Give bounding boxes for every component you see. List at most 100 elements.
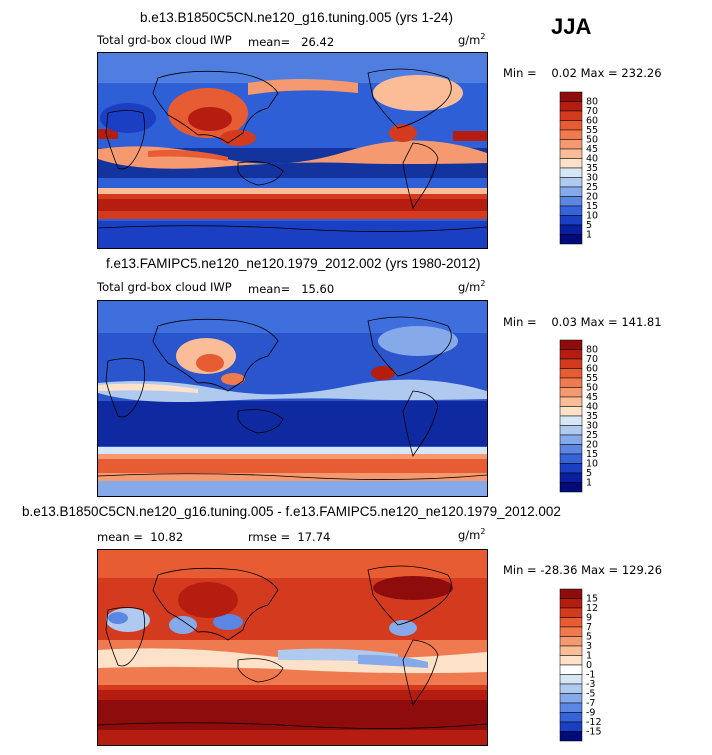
colorbar-tick-label: 1 (586, 230, 592, 241)
colorbar-swatch (559, 349, 583, 360)
panel3-units-exp: 2 (480, 527, 486, 536)
panel1-max-label: Max = (580, 66, 618, 80)
colorbar-tick-label: 1 (586, 651, 592, 662)
colorbar-tick-label: 80 (586, 97, 598, 108)
colorbar-tick-label: 0 (586, 660, 592, 671)
panel2-minmax: Min = 0.03 Max = 141.81 (503, 315, 662, 329)
panel3-mean-value: 10.82 (150, 530, 184, 544)
panel3-minmax: Min = -28.36 Max = 129.26 (503, 563, 662, 577)
colorbar-tick-label: 55 (586, 373, 598, 384)
colorbar-swatch (559, 645, 583, 656)
panel2-mean-value: 15.60 (301, 282, 335, 296)
colorbar-tick-label: 60 (586, 364, 598, 375)
colorbar-tick-label: 70 (586, 106, 598, 117)
panel3-map (97, 549, 488, 746)
panel1-mean-value: 26.42 (301, 35, 335, 49)
colorbar-tick-label: 5 (586, 468, 592, 479)
colorbar-tick-label: 15 (586, 594, 598, 605)
colorbar-swatch (559, 453, 583, 464)
panel2-units-base: g/m (458, 279, 481, 294)
panel1-min-value: 0.02 (551, 66, 577, 80)
panel1-units: g/m2 (458, 32, 485, 47)
panel1-units-base: g/m (458, 32, 481, 47)
colorbar-swatch (559, 712, 583, 723)
panel3-max-value: 129.26 (621, 563, 663, 577)
panel3-rmse: rmse = 17.74 (248, 530, 330, 544)
colorbar-swatch (559, 434, 583, 445)
panel2-mean-label: mean= (248, 282, 291, 296)
colorbar-swatch (559, 139, 583, 150)
colorbar-tick-label: -15 (586, 727, 602, 738)
colorbar-swatch (559, 196, 583, 207)
colorbar-tick-label: -3 (586, 679, 595, 690)
colorbar-tick-label: 20 (586, 440, 598, 451)
colorbar-swatch (559, 110, 583, 121)
colorbar-swatch (559, 472, 583, 483)
panel1-map (97, 52, 488, 249)
colorbar-tick-label: 1 (586, 478, 592, 489)
colorbar-tick-label: 12 (586, 603, 598, 614)
colorbar-swatch (559, 636, 583, 647)
panel1-title: b.e13.B1850C5CN.ne120_g16.tuning.005 (yr… (140, 10, 453, 25)
panel2-colorbar: 80 70 60 55 50 45 40 35 30 25 20 15 10 5 1 (559, 339, 620, 493)
panel3-rmse-value: 17.74 (297, 530, 331, 544)
colorbar-swatch (559, 377, 583, 388)
panel1-max-value: 232.26 (621, 66, 662, 80)
colorbar-tick-label: 20 (586, 192, 598, 203)
colorbar-swatch (559, 626, 583, 637)
colorbar-tick-label: 70 (586, 354, 598, 365)
colorbar-tick-label: 50 (586, 135, 598, 146)
panel1-colorbar: 80 70 60 55 50 45 40 35 30 25 20 15 10 5 1 (559, 91, 620, 245)
colorbar-swatch (559, 617, 583, 628)
colorbar-tick-label: 45 (586, 392, 598, 403)
panel3-units: g/m2 (458, 527, 485, 542)
colorbar-tick-label: 35 (586, 411, 598, 422)
panel2-variable: Total grd-box cloud IWP (97, 280, 232, 294)
panel2-max-value: 141.81 (621, 315, 662, 329)
colorbar-tick-label: 40 (586, 402, 598, 413)
colorbar-tick-label: 25 (586, 182, 598, 193)
panel2-max-label: Max = (580, 315, 618, 329)
colorbar-swatch (559, 482, 583, 493)
colorbar-swatch (559, 598, 583, 609)
colorbar-tick-label: 60 (586, 116, 598, 127)
colorbar-swatch (559, 406, 583, 417)
colorbar-tick-label: 10 (586, 211, 598, 222)
colorbar-swatch (559, 396, 583, 407)
colorbar-swatch (559, 167, 583, 178)
panel2-units-exp: 2 (480, 279, 486, 288)
panel1-mean-label: mean= (248, 35, 291, 49)
colorbar-swatch (559, 664, 583, 675)
colorbar-swatch (559, 177, 583, 188)
colorbar-tick-label: -1 (586, 670, 595, 681)
colorbar-tick-label: 7 (586, 622, 592, 633)
panel3-min-label: Min = (503, 563, 537, 577)
colorbar-swatch (559, 655, 583, 666)
colorbar-tick-label: 25 (586, 430, 598, 441)
colorbar-swatch (559, 368, 583, 379)
colorbar-tick-label: 30 (586, 173, 598, 184)
colorbar-tick-label: 15 (586, 449, 598, 460)
colorbar-tick-label: 10 (586, 459, 598, 470)
colorbar-swatch (559, 215, 583, 226)
colorbar-swatch (559, 674, 583, 685)
colorbar-tick-label: -5 (586, 689, 595, 700)
panel3-colorbar: 15 12 9 7 5 3 1 0 -1 -3 -5 -7 -9 -12 -15 (559, 588, 620, 742)
colorbar-tick-label: -9 (586, 708, 595, 719)
panel1-minmax: Min = 0.02 Max = 232.26 (503, 66, 662, 80)
colorbar-swatch (559, 186, 583, 197)
colorbar-swatch (559, 339, 583, 350)
panel2-title: f.e13.FAMIPC5.ne120_ne120.1979_2012.002 … (106, 256, 481, 271)
panel3-rmse-label: rmse = (248, 530, 291, 544)
colorbar-swatch (559, 205, 583, 216)
panel3-title: b.e13.B1850C5CN.ne120_g16.tuning.005 - f… (22, 504, 561, 519)
panel1-mean: mean= 26.42 (248, 35, 334, 49)
colorbar-swatch (559, 224, 583, 235)
colorbar-swatch (559, 148, 583, 159)
panel3-mean: mean = 10.82 (97, 530, 183, 544)
colorbar-swatch (559, 683, 583, 694)
colorbar-tick-label: 30 (586, 421, 598, 432)
panel1-min-label: Min = (503, 66, 537, 80)
colorbar-tick-label: 5 (586, 632, 592, 643)
season-label: JJA (551, 14, 592, 39)
